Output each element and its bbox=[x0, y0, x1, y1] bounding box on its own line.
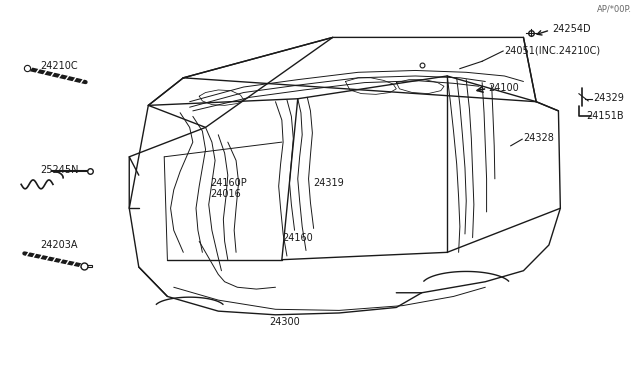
Text: 24100: 24100 bbox=[488, 83, 519, 93]
Text: AP/*00P.: AP/*00P. bbox=[596, 4, 632, 13]
Text: 24203A: 24203A bbox=[40, 240, 77, 250]
Text: 24329: 24329 bbox=[593, 93, 624, 103]
Text: 24319: 24319 bbox=[314, 177, 344, 187]
Text: 24210C: 24210C bbox=[40, 61, 78, 71]
Text: 24160: 24160 bbox=[282, 232, 312, 243]
Bar bbox=[87, 264, 92, 267]
Text: 24051(INC.24210C): 24051(INC.24210C) bbox=[504, 45, 600, 55]
Text: 24160P: 24160P bbox=[211, 177, 248, 187]
Text: 24300: 24300 bbox=[269, 317, 300, 327]
Text: 24016: 24016 bbox=[211, 189, 241, 199]
Text: 24254D: 24254D bbox=[552, 24, 591, 34]
Text: 24328: 24328 bbox=[524, 134, 554, 144]
Text: 25245N: 25245N bbox=[40, 165, 79, 175]
Text: 24151B: 24151B bbox=[586, 111, 623, 121]
